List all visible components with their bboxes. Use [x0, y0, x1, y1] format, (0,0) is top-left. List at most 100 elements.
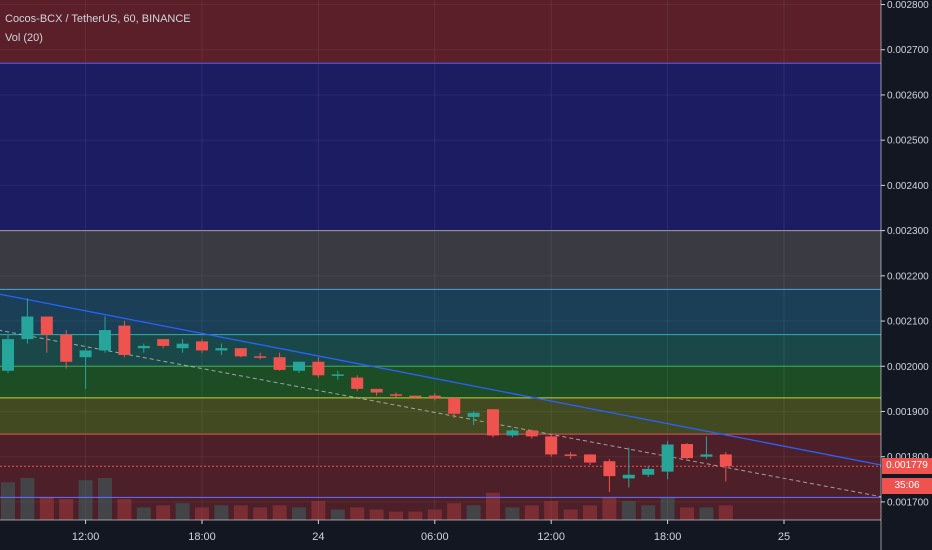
candle-body	[467, 412, 480, 417]
volume-bar	[156, 505, 171, 520]
x-tick-label: 12:00	[72, 531, 100, 543]
y-tick-label: 0.002800	[887, 0, 929, 11]
candle-body	[428, 395, 441, 398]
x-tick-label: 25	[778, 531, 790, 543]
candle-body	[642, 468, 655, 475]
dashed-trendline	[0, 329, 885, 498]
x-tick-label: 18:00	[654, 531, 682, 543]
volume-bar	[389, 511, 403, 520]
candle-body	[21, 316, 34, 340]
trend-lines	[0, 293, 886, 498]
candle-body	[622, 474, 635, 479]
candle-body	[506, 430, 519, 436]
candle-body	[603, 461, 616, 477]
volume-bar	[505, 507, 520, 520]
y-tick-label: 0.002600	[887, 90, 929, 101]
volume-bar	[641, 505, 656, 520]
volume-bar	[447, 503, 462, 520]
volume-bar	[544, 501, 559, 520]
candle-body	[545, 436, 558, 455]
volume-bar	[602, 496, 617, 520]
candle-body	[137, 345, 150, 349]
candle-body	[564, 454, 577, 456]
candle-body	[196, 341, 208, 351]
x-tick-label: 12:00	[537, 531, 565, 543]
y-tick-label: 0.002200	[887, 271, 929, 282]
candle-body	[661, 444, 674, 472]
volume-bar	[59, 499, 74, 520]
price-zone	[0, 334, 881, 367]
volume-bar	[718, 505, 733, 520]
volume-bar	[369, 509, 384, 520]
candle-body	[331, 374, 344, 376]
x-tick-label: 18:00	[188, 531, 216, 543]
trendline	[0, 293, 886, 467]
candlesticks	[2, 298, 732, 492]
candle-body	[2, 339, 14, 371]
time-axis-panel	[0, 520, 932, 550]
volume-bar	[466, 505, 481, 520]
volume-bars	[1, 478, 733, 520]
candle-body	[234, 348, 247, 357]
y-tick-label: 0.002400	[887, 181, 929, 192]
symbol-title[interactable]: Cocos-BCX / TetherUS, 60, BINANCE	[5, 13, 191, 25]
y-tick-label: 0.002300	[887, 226, 929, 237]
volume-bar	[136, 507, 151, 520]
volume-bar	[175, 503, 190, 520]
volume-bar	[98, 478, 112, 520]
candle-body	[409, 395, 422, 398]
candle-body	[351, 377, 364, 389]
price-zone	[0, 0, 881, 64]
y-tick-label: 0.001800	[887, 452, 929, 463]
candle-body	[719, 454, 732, 467]
volume-bar	[680, 507, 694, 520]
price-zones	[0, 0, 881, 520]
candle-body	[584, 454, 596, 463]
candle-body	[700, 454, 713, 457]
y-tick-label: 0.001700	[887, 497, 929, 508]
volume-bar	[39, 496, 54, 520]
volume-label[interactable]: Vol (20)	[5, 32, 43, 44]
volume-bar	[583, 505, 597, 520]
volume-bar	[253, 507, 268, 520]
volume-bar	[350, 507, 365, 520]
x-tick-label: 24	[312, 531, 324, 543]
candle-body	[99, 330, 111, 351]
candle-body	[60, 334, 73, 362]
volume-bar	[20, 478, 35, 520]
price-zone	[0, 366, 881, 398]
volume-bar	[233, 505, 248, 520]
volume-bar	[699, 507, 714, 520]
candle-body	[176, 343, 189, 349]
volume-bar	[195, 507, 209, 520]
candle-body	[312, 361, 325, 376]
volume-bar	[272, 505, 287, 520]
volume-bar	[621, 501, 636, 520]
last-price-tag: 0.001779	[882, 458, 932, 475]
candle-body	[79, 350, 92, 358]
price-zone	[0, 289, 881, 335]
volume-bar	[214, 505, 229, 520]
volume-bar	[330, 509, 345, 520]
volume-bar	[660, 496, 675, 520]
candle-body	[215, 348, 228, 351]
price-zone	[0, 230, 881, 290]
level-lines	[0, 62, 881, 498]
candle-body	[448, 397, 461, 414]
price-zone	[0, 63, 881, 231]
candle-body	[370, 388, 383, 393]
candle-body	[487, 409, 499, 436]
price-zone	[0, 434, 881, 520]
candle-body	[118, 325, 131, 355]
volume-bar	[486, 492, 500, 520]
chart-legend: Cocos-BCX / TetherUS, 60, BINANCE Vol (2…	[5, 10, 191, 48]
volume-bar	[1, 482, 15, 520]
candle-body	[525, 430, 538, 437]
volume-bar	[408, 511, 423, 520]
candle-body	[390, 394, 402, 396]
countdown-tag: 35:06	[882, 478, 932, 495]
price-zone	[0, 397, 881, 435]
candle-body	[254, 356, 267, 358]
